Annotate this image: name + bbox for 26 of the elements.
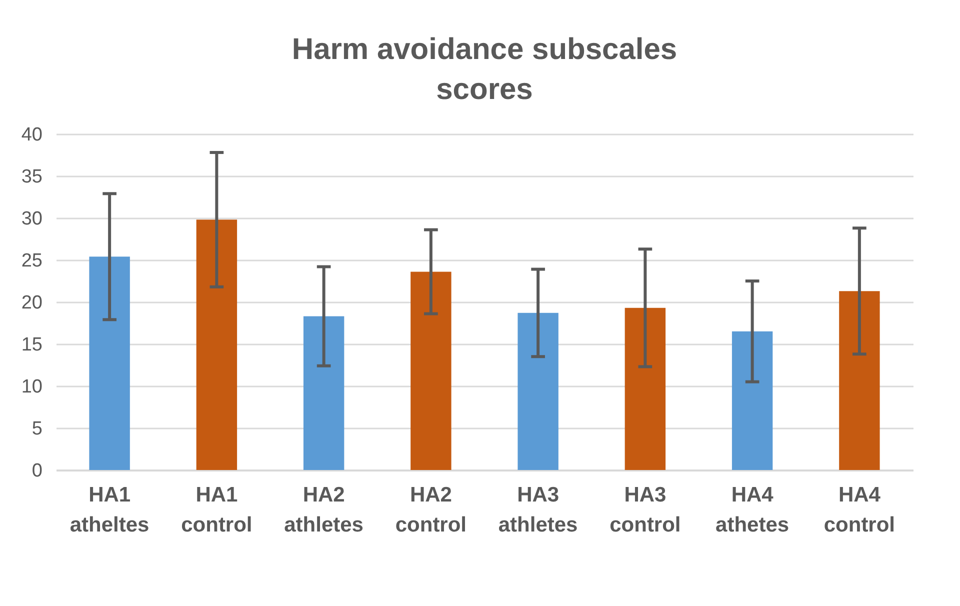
bar [89,256,130,470]
x-tick-label: HA1 atheltes [70,484,150,536]
x-tick-label: HA2 athletes [284,484,364,536]
y-tick-label: 30 [21,208,42,230]
bar [624,308,666,470]
x-tick-label: HA3 control [610,484,681,536]
y-tick-label: 10 [21,376,42,398]
x-tick-label: HA4 athetes [716,484,790,536]
bar [303,316,344,470]
y-tick-label: 40 [21,124,42,146]
y-tick-label: 15 [21,334,42,356]
bar [196,220,238,470]
bar [839,291,880,470]
bar [410,272,452,470]
y-tick-label: 25 [21,250,42,272]
x-tick-label: HA3 athletes [498,484,578,536]
y-tick-label: 0 [32,460,42,482]
chart-title: Harm avoidance subscales scores [292,33,678,106]
y-tick-label: 35 [21,166,42,188]
y-tick-label: 5 [32,418,42,440]
bar [732,331,773,470]
x-tick-label: HA1 control [181,484,252,536]
y-tick-label: 20 [21,292,42,314]
x-tick-label: HA4 control [824,484,896,536]
bar [518,312,558,470]
x-tick-label: HA2 control [395,484,467,536]
